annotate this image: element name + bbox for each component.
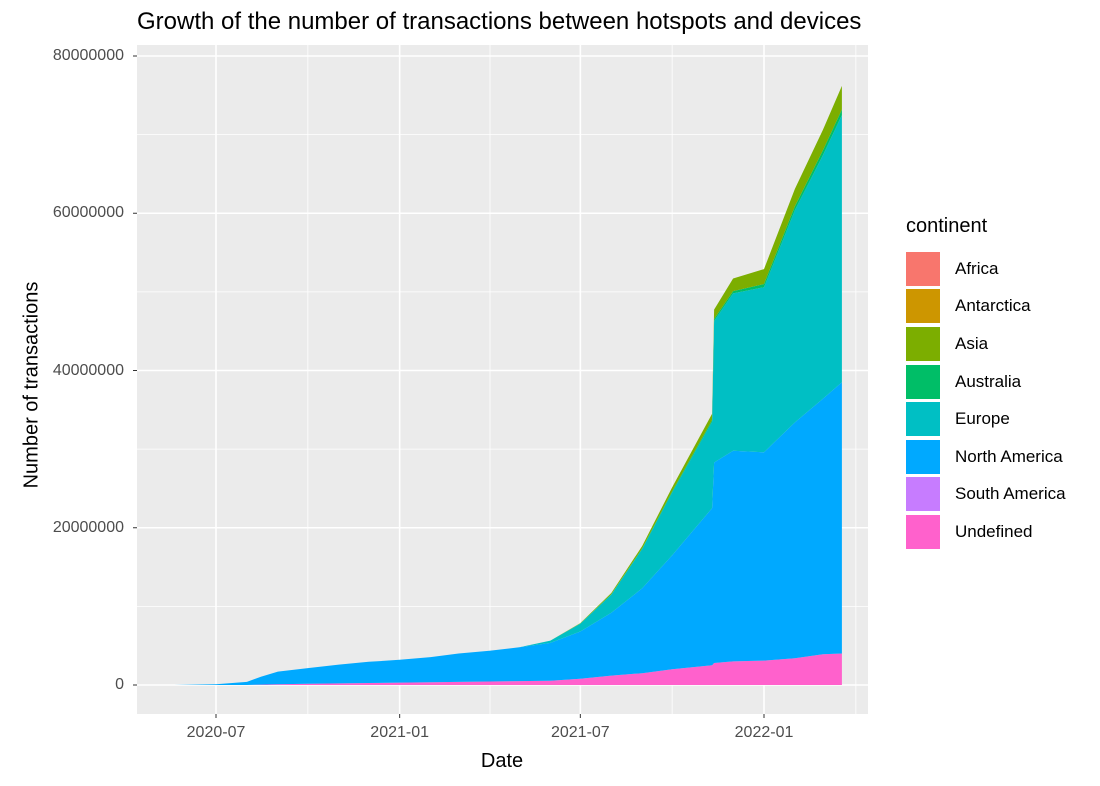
x-tick-label: 2021-07 <box>550 724 610 741</box>
legend-label: Asia <box>955 333 989 353</box>
legend-item: North America <box>906 438 1066 476</box>
legend-swatch <box>906 251 940 286</box>
y-tick-label: 60000000 <box>52 204 124 222</box>
legend-swatch <box>906 477 940 512</box>
legend-label: Australia <box>955 371 1022 391</box>
legend-swatch <box>906 326 940 361</box>
legend-items: Africa Antarctica Asia Australia Europe North… <box>906 250 1066 551</box>
legend-item: Australia <box>906 363 1066 401</box>
legend-swatch <box>906 439 940 474</box>
x-tick-label: 2021-01 <box>370 724 430 741</box>
legend-label: Europe <box>955 409 1010 429</box>
legend-item: Antarctica <box>906 288 1066 326</box>
chart-title: Growth of the number of transactions bet… <box>137 8 862 35</box>
y-tick-label: 20000000 <box>52 518 124 536</box>
legend-label: Undefined <box>955 521 1033 541</box>
y-tick-label: 0 <box>115 676 124 693</box>
legend-label: North America <box>955 446 1063 466</box>
y-tick-label: 80000000 <box>52 47 124 64</box>
legend-item: Europe <box>906 400 1066 438</box>
legend-swatch <box>906 514 940 549</box>
legend-swatch <box>906 289 940 324</box>
legend-item: South America <box>906 476 1066 514</box>
y-tick-label: 40000000 <box>52 361 124 379</box>
x-tick-label: 2022-01 <box>734 724 794 741</box>
legend-item: Africa <box>906 250 1066 288</box>
legend-title: continent <box>906 215 988 237</box>
legend-swatch <box>906 364 940 399</box>
legend-swatch <box>906 402 940 437</box>
legend-label: South America <box>955 484 1066 504</box>
legend-label: Africa <box>955 258 999 278</box>
area-undefined <box>174 653 842 685</box>
legend-item: Undefined <box>906 513 1066 551</box>
legend-item: Asia <box>906 325 1066 363</box>
area-europe <box>174 115 842 685</box>
legend-label: Antarctica <box>955 296 1031 316</box>
x-axis-label: Date <box>480 750 524 772</box>
x-tick-label: 2020-07 <box>186 724 246 741</box>
legend: continent Africa Antarctica Asia Australia E… <box>906 215 1066 551</box>
area-north-america <box>174 382 842 685</box>
